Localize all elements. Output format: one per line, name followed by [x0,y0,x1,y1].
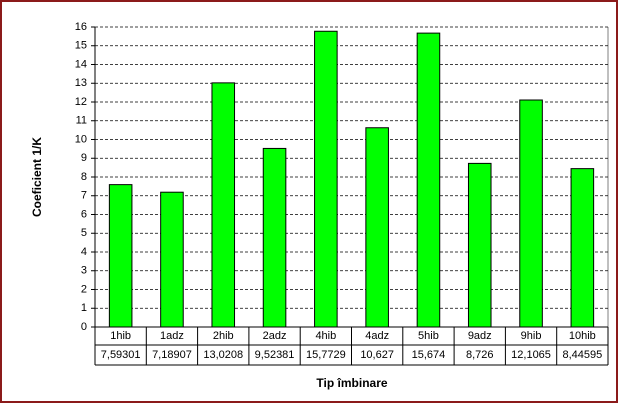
x-tick-label: 9adz [468,330,492,342]
y-tick-label: 8 [81,171,87,183]
y-tick-label: 16 [75,21,87,33]
y-tick-label: 9 [81,152,87,164]
y-tick-label: 1 [81,302,87,314]
data-table-value: 9,52381 [255,349,295,361]
bar [570,168,595,328]
y-tick-label: 0 [81,321,87,333]
bar [314,30,338,328]
data-table-value: 15,7729 [306,349,346,361]
data-table-value: 13,0208 [203,349,243,361]
bar [211,82,236,328]
x-axis-label: Tip îmbinare [316,376,387,390]
y-tick-label: 2 [81,283,87,295]
y-tick-label: 14 [75,58,87,70]
bar [108,184,133,328]
x-tick-label: 1adz [160,330,184,342]
data-table-value: 15,674 [412,349,446,361]
bar [262,147,287,328]
x-tick-label: 2hib [213,330,234,342]
y-axis-label: Coeficient 1/K [30,137,44,217]
data-table-value: 7,18907 [152,349,192,361]
data-table-value: 8,726 [466,349,494,361]
x-tick-label: 5hib [418,330,439,342]
x-tick-label: 4hib [315,330,336,342]
y-tick-label: 11 [76,115,87,127]
data-table-value: 12,1065 [511,349,551,361]
y-tick-label: 3 [81,265,87,277]
bar [416,32,441,328]
data-table-value: 10,627 [360,349,394,361]
x-tick-label: 10hib [569,330,596,342]
data-table-value: 8,44595 [562,349,602,361]
bar [519,99,543,328]
data-table-value: 7,59301 [101,349,141,361]
x-tick-label: 9hib [521,330,542,342]
x-tick-label: 2adz [263,330,287,342]
y-tick-label: 5 [81,227,87,239]
bar [467,162,492,328]
x-tick-label: 4adz [365,330,389,342]
y-tick-label: 6 [81,208,87,220]
bar [365,127,389,328]
y-tick-label: 7 [81,190,87,202]
x-tick-label: 1hib [110,330,131,342]
y-tick-label: 13 [75,77,87,89]
bar [160,191,184,328]
y-tick-label: 4 [81,246,87,258]
y-tick-label: 15 [75,40,87,52]
y-tick-label: 12 [75,96,87,108]
y-tick-label: 10 [75,133,87,145]
